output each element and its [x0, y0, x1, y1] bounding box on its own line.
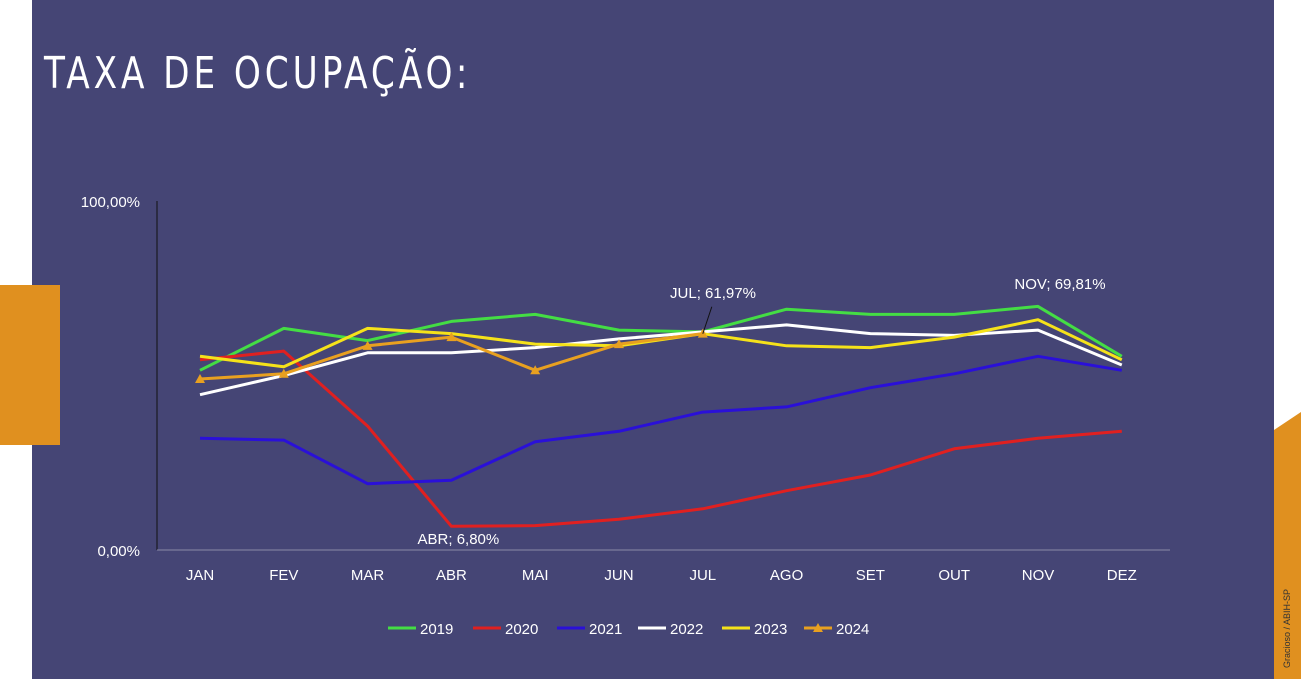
annotation-label-jul: JUL; 61,97% — [670, 285, 756, 302]
decorative-left-bar — [0, 285, 60, 445]
y-tick-label-min: 0,00% — [97, 543, 140, 560]
series-point-2024-3 — [446, 332, 457, 342]
legend-label-2023: 2023 — [754, 621, 787, 638]
legend-marker-2024 — [813, 623, 823, 632]
y-tick-label-max: 100,00% — [81, 194, 140, 211]
legend-label-2020: 2020 — [505, 621, 538, 638]
x-tick-label-mar: MAR — [351, 567, 385, 584]
series-point-2024-1 — [278, 368, 289, 378]
x-tick-label-jun: JUN — [604, 567, 633, 584]
chart-legend: 2019 2020 2021 2022 2023 2024 — [388, 621, 869, 638]
x-tick-label-nov: NOV — [1022, 567, 1055, 584]
annotation-label-abr: ABR; 6,80% — [418, 531, 500, 548]
x-tick-label-mai: MAI — [522, 567, 549, 584]
page-title: TAXA DE OCUPAÇÃO: — [44, 48, 472, 99]
x-tick-label-jan: JAN — [186, 567, 214, 584]
annotation-leader-jul — [702, 306, 713, 334]
chart-axes: 0,00% 100,00% JAN FEV MAR ABR MAI JUN JUL AGO SET O… — [81, 194, 1170, 584]
annotation-label-nov: NOV; 69,81% — [1014, 276, 1105, 293]
series-point-2024-5 — [614, 339, 624, 349]
chart-annotations: JUL; 61,97% NOV; 69,81% ABR; 6,80% — [418, 276, 1106, 548]
chart-series — [195, 304, 1123, 528]
x-tick-label-fev: FEV — [269, 567, 298, 584]
legend-label-2021: 2021 — [589, 621, 622, 638]
legend-label-2024: 2024 — [836, 621, 869, 638]
series-point-2024-2 — [362, 340, 373, 350]
x-tick-label-dez: DEZ — [1107, 567, 1137, 584]
series-point-2024-0 — [195, 373, 205, 383]
x-tick-label-jul: JUL — [689, 567, 716, 584]
series-line-2019 — [199, 304, 1123, 372]
x-tick-label-out: OUT — [938, 567, 970, 584]
legend-label-2019: 2019 — [420, 621, 453, 638]
series-line-2021 — [199, 354, 1123, 486]
x-tick-label-ago: AGO — [770, 567, 803, 584]
decorative-right-wedge — [1274, 412, 1301, 679]
series-line-2020 — [199, 349, 1122, 528]
x-tick-label-set: SET — [856, 567, 885, 584]
series-point-2024-4 — [530, 365, 541, 375]
legend-label-2022: 2022 — [670, 621, 703, 638]
x-tick-label-abr: ABR — [436, 567, 467, 584]
